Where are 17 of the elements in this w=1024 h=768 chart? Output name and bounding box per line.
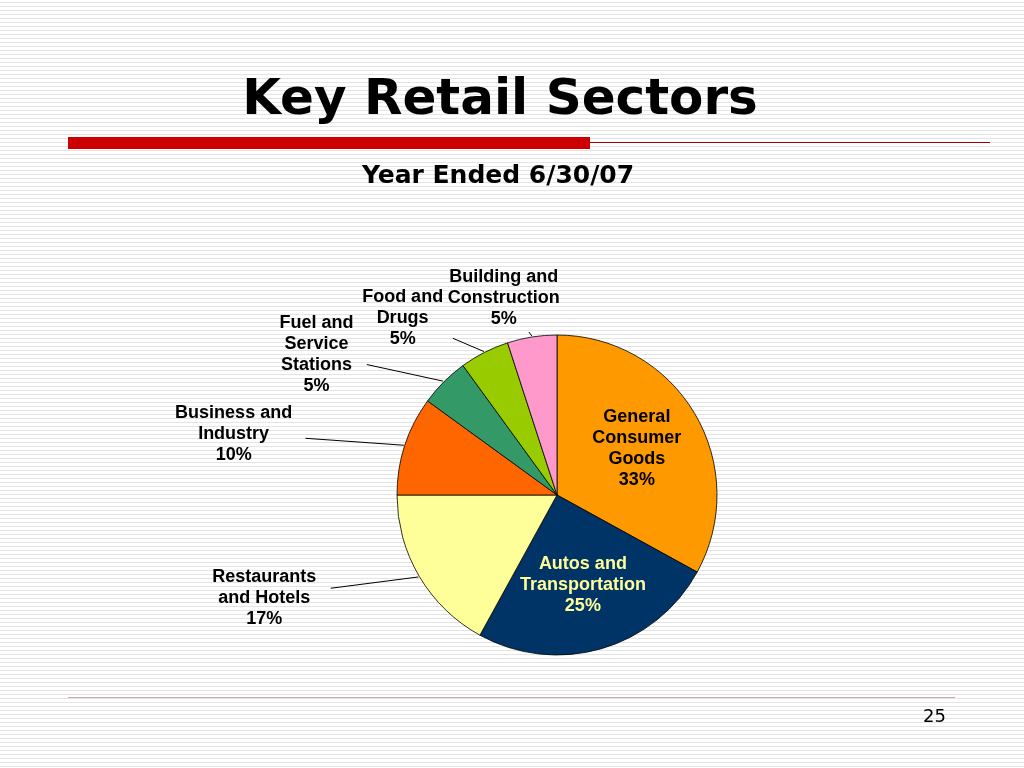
slice-label: Business and Industry [175, 402, 293, 444]
data-label: 17% [246, 607, 283, 628]
data-label: 5% [389, 327, 416, 348]
chart-title: Key Retail Sectors [241, 67, 759, 128]
slice-label: Autos and Transportation [519, 553, 646, 594]
slice-label: Restaurants and Hotels [212, 565, 317, 607]
slice-label: Fuel and Service Stations [279, 311, 354, 374]
chart-subtitle: Year Ended 6/30/07 [360, 159, 636, 191]
data-label: 25% [564, 595, 601, 615]
data-label: 10% [215, 444, 252, 465]
slice-label: General Consumer Goods [592, 406, 682, 469]
slice-label: Food and Drugs [362, 285, 444, 327]
data-label: 5% [490, 308, 517, 329]
slice-label: Building and Construction [447, 266, 560, 308]
data-label: 5% [303, 374, 330, 395]
text: 25 [923, 704, 946, 728]
data-label: 33% [618, 469, 655, 490]
